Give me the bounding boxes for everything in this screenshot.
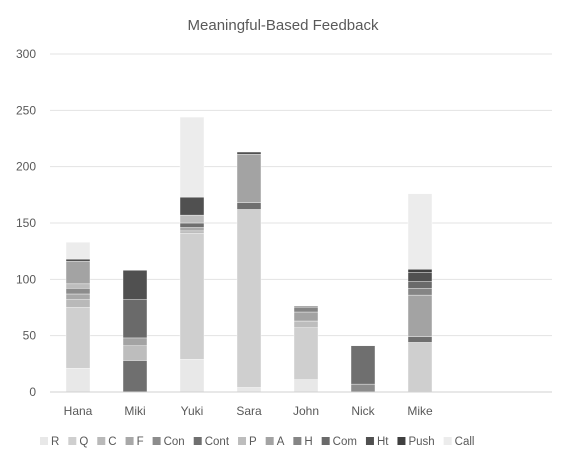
x-tick-label: John <box>293 404 319 418</box>
chart-title: Meaningful-Based Feedback <box>188 17 379 34</box>
legend-swatch <box>68 437 77 445</box>
bar-segment <box>407 336 433 343</box>
y-tick-label: 0 <box>29 385 36 399</box>
bar-segment <box>179 230 205 234</box>
bar-segment <box>65 241 91 260</box>
legend-swatch <box>97 437 106 445</box>
bar-segment <box>122 270 148 300</box>
y-tick-label: 100 <box>16 272 36 286</box>
y-tick-label: 200 <box>16 160 36 174</box>
legend-label: Q <box>79 436 88 448</box>
legend-swatch <box>265 437 274 445</box>
bar-segment <box>293 307 319 313</box>
bar-segment <box>65 283 91 289</box>
legend-swatch <box>365 437 374 445</box>
legend-swatch <box>321 437 330 445</box>
bar-segment <box>407 342 433 393</box>
legend-swatch <box>125 437 134 445</box>
bar-segment <box>65 261 91 285</box>
x-tick-label: Mike <box>407 404 433 418</box>
legend-swatch <box>293 437 302 445</box>
legend-label: P <box>249 436 257 448</box>
bar-segment <box>65 368 91 393</box>
bar-segment <box>179 359 205 393</box>
legend-label: Ht <box>377 436 389 448</box>
bar-segment <box>293 306 319 308</box>
legend-label: Call <box>455 436 475 448</box>
legend-label: R <box>51 436 59 448</box>
x-tick-label: Hana <box>64 404 93 418</box>
bar-segment <box>236 154 262 203</box>
y-tick-label: 50 <box>23 329 37 343</box>
legend-label: H <box>304 436 312 448</box>
x-tick-label: Nick <box>351 404 375 418</box>
legend-label: Con <box>164 436 185 448</box>
bar-segment <box>65 288 91 295</box>
bar-segment <box>65 299 91 308</box>
bar-segment <box>293 327 319 380</box>
bar-segment <box>236 202 262 210</box>
legend-label: F <box>137 436 144 448</box>
bar-segment <box>179 222 205 228</box>
bar-segment <box>350 345 376 385</box>
bar-segment <box>407 272 433 282</box>
x-tick-label: Yuki <box>181 404 204 418</box>
bar-segment <box>293 311 319 322</box>
legend-label: Push <box>408 436 434 448</box>
bar-segment <box>122 337 148 347</box>
y-tick-label: 300 <box>16 47 36 61</box>
y-tick-label: 250 <box>16 103 36 117</box>
bar-segment <box>65 258 91 262</box>
y-axis-tick-labels: 0 50 100 150 200 250 300 <box>16 47 36 399</box>
bar-segment <box>407 288 433 296</box>
bar-segment <box>122 299 148 339</box>
legend: R Q C F Con Cont P A H Com Ht Push Call <box>40 436 474 448</box>
bar-segment <box>179 232 205 360</box>
x-axis-tick-labels: Hana Miki Yuki Sara John Nick Mike <box>64 404 433 418</box>
legend-swatch <box>193 437 202 445</box>
bar-segment <box>407 281 433 289</box>
x-tick-label: Sara <box>236 404 262 418</box>
legend-label: Com <box>333 436 357 448</box>
bar-segment <box>293 379 319 393</box>
bar-segment <box>407 268 433 273</box>
bar-segment <box>179 116 205 198</box>
bar-segment <box>122 360 148 393</box>
legend-swatch <box>40 437 48 445</box>
bar-segment <box>236 151 262 155</box>
legend-label: A <box>277 436 285 448</box>
legend-swatch <box>443 437 452 445</box>
legend-swatch <box>397 437 406 445</box>
bars <box>65 116 433 393</box>
bar-segment <box>179 214 205 224</box>
bar-segment <box>350 383 376 393</box>
y-tick-label: 150 <box>16 216 36 230</box>
legend-swatch <box>238 437 247 445</box>
legend-swatch <box>152 437 161 445</box>
bar-segment <box>407 193 433 270</box>
legend-label: C <box>108 436 116 448</box>
bar-segment <box>236 387 262 393</box>
bar-segment <box>65 307 91 369</box>
bar-segment <box>236 209 262 388</box>
bar-segment <box>293 320 319 328</box>
bar-segment <box>407 294 433 337</box>
bar-segment <box>179 227 205 232</box>
bar-segment <box>179 196 205 216</box>
bar-segment <box>65 293 91 300</box>
bar-segment <box>122 345 148 361</box>
x-tick-label: Miki <box>124 404 145 418</box>
legend-label: Cont <box>205 436 230 448</box>
